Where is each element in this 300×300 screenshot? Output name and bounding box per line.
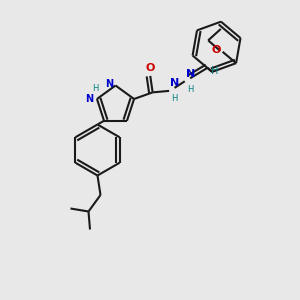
Text: H: H — [187, 85, 193, 94]
Text: N: N — [105, 79, 113, 89]
Text: H: H — [92, 84, 99, 93]
Text: O: O — [146, 64, 155, 74]
Text: H: H — [171, 94, 178, 103]
Text: N: N — [170, 79, 179, 88]
Text: O: O — [212, 45, 221, 55]
Text: H: H — [211, 66, 218, 76]
Text: N: N — [85, 94, 93, 104]
Text: N: N — [186, 69, 195, 79]
